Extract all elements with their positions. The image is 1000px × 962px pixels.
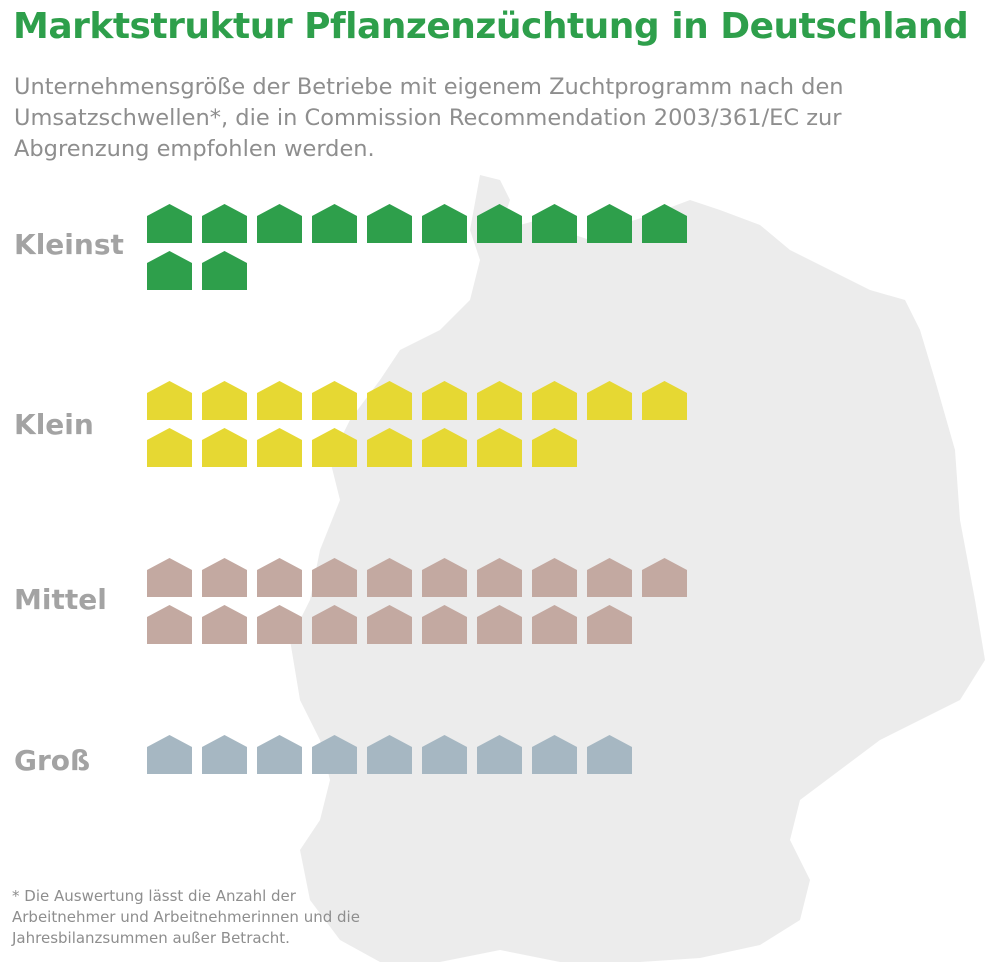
house-icon: [422, 428, 467, 467]
house-icon: [587, 381, 632, 420]
house-icon: [257, 605, 302, 644]
house-icon: [367, 428, 412, 467]
house-icon: [477, 558, 522, 597]
house-icon: [257, 204, 302, 243]
house-icon: [312, 605, 357, 644]
house-icon: [312, 381, 357, 420]
house-icon: [477, 605, 522, 644]
house-icon: [147, 204, 192, 243]
house-icon: [202, 251, 247, 290]
house-icon: [367, 381, 412, 420]
house-icon: [532, 381, 577, 420]
house-group-kleinst: [147, 204, 687, 290]
house-icon: [202, 381, 247, 420]
house-icon: [532, 735, 577, 774]
house-icon: [532, 605, 577, 644]
house-group-gross: [147, 735, 632, 774]
house-group-mittel: [147, 558, 687, 644]
house-icon: [477, 428, 522, 467]
category-label-gross: Groß: [14, 744, 91, 777]
house-icon: [532, 428, 577, 467]
house-icon: [312, 204, 357, 243]
house-icon: [422, 605, 467, 644]
house-icon: [202, 558, 247, 597]
house-icon: [147, 428, 192, 467]
category-label-klein: Klein: [14, 408, 94, 441]
chart-title: Marktstruktur Pflanzenzüchtung in Deutsc…: [13, 6, 969, 47]
house-icon: [477, 735, 522, 774]
house-icon: [257, 428, 302, 467]
house-icon: [202, 204, 247, 243]
house-icon: [532, 558, 577, 597]
house-icon: [477, 204, 522, 243]
house-icon: [422, 381, 467, 420]
chart-subtitle: Unternehmensgröße der Betriebe mit eigen…: [14, 74, 844, 162]
house-icon: [587, 204, 632, 243]
house-icon: [367, 558, 412, 597]
house-icon: [202, 428, 247, 467]
house-icon: [422, 735, 467, 774]
footnote: * Die Auswertung lässt die Anzahl der Ar…: [12, 887, 360, 947]
house-icon: [642, 204, 687, 243]
house-icon: [367, 605, 412, 644]
house-icon: [147, 605, 192, 644]
house-icon: [587, 605, 632, 644]
house-icon: [202, 735, 247, 774]
house-icon: [202, 605, 247, 644]
category-label-mittel: Mittel: [14, 583, 107, 616]
house-icon: [587, 735, 632, 774]
house-icon: [257, 558, 302, 597]
house-icon: [532, 204, 577, 243]
house-icon: [257, 381, 302, 420]
house-icon: [147, 735, 192, 774]
house-icon: [642, 381, 687, 420]
house-icon: [477, 381, 522, 420]
house-icon: [147, 558, 192, 597]
house-icon: [312, 735, 357, 774]
category-label-kleinst: Kleinst: [14, 228, 124, 261]
house-icon: [367, 735, 412, 774]
house-icon: [312, 558, 357, 597]
house-icon: [587, 558, 632, 597]
house-group-klein: [147, 381, 687, 467]
house-icon: [367, 204, 412, 243]
house-icon: [257, 735, 302, 774]
house-icon: [642, 558, 687, 597]
house-icon: [422, 204, 467, 243]
house-icon: [147, 251, 192, 290]
house-icon: [312, 428, 357, 467]
house-icon: [422, 558, 467, 597]
house-icon: [147, 381, 192, 420]
